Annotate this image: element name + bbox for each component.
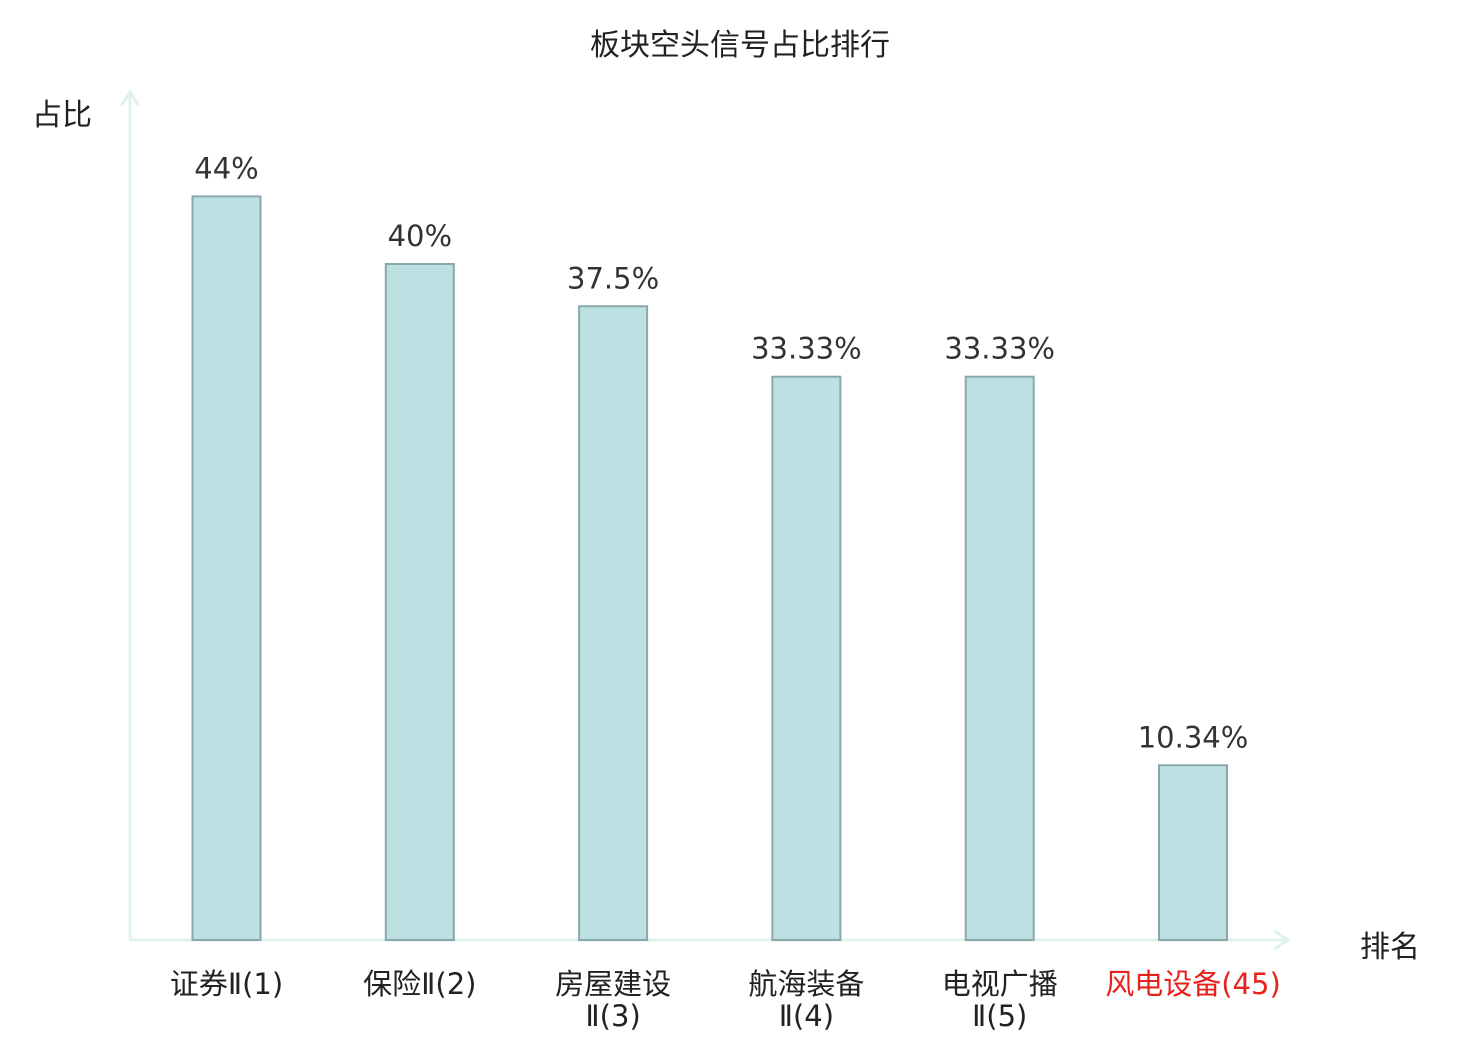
x-axis-arrow [1273,929,1291,951]
chart-title: 板块空头信号占比排行 [590,28,890,63]
bar [771,375,842,941]
data-label: 10.34% [1138,720,1249,754]
category-label: 航海装备 [748,967,864,1001]
category-label-line2: Ⅱ(4) [779,999,834,1033]
category-label: 电视广播 [942,967,1058,1001]
bar [1158,764,1228,942]
bar [578,305,649,941]
category-label-line2: Ⅱ(5) [972,999,1027,1033]
bar [384,263,455,941]
bar [191,195,262,941]
category-label: 证券Ⅱ(1) [170,967,283,1001]
data-label: 44% [194,151,258,185]
data-label: 33.33% [751,332,862,366]
category-label: 房屋建设 [555,967,671,1001]
category-label: 保险Ⅱ(2) [363,967,476,1001]
bar [964,375,1035,941]
data-label: 40% [388,219,452,253]
x-axis-title: 排名 [1360,930,1420,965]
data-label: 37.5% [567,261,659,295]
category-label: 风电设备(45) [1105,967,1281,1001]
y-axis-arrow [119,89,141,107]
data-label: 33.33% [944,332,1055,366]
y-axis-title: 占比 [32,98,92,133]
axes [119,89,1291,951]
bars [191,195,1228,942]
category-label-line2: Ⅱ(3) [585,999,640,1033]
